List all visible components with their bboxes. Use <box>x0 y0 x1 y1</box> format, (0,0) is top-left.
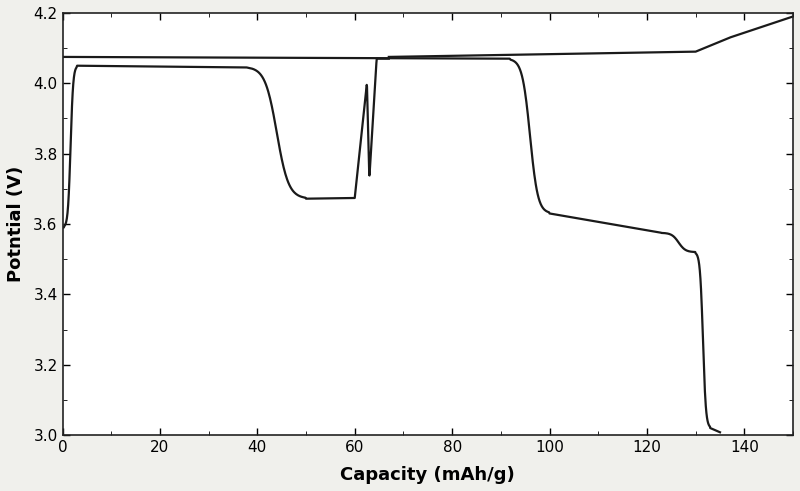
Y-axis label: Potntial (V): Potntial (V) <box>7 166 25 282</box>
X-axis label: Capacity (mAh/g): Capacity (mAh/g) <box>341 466 515 484</box>
